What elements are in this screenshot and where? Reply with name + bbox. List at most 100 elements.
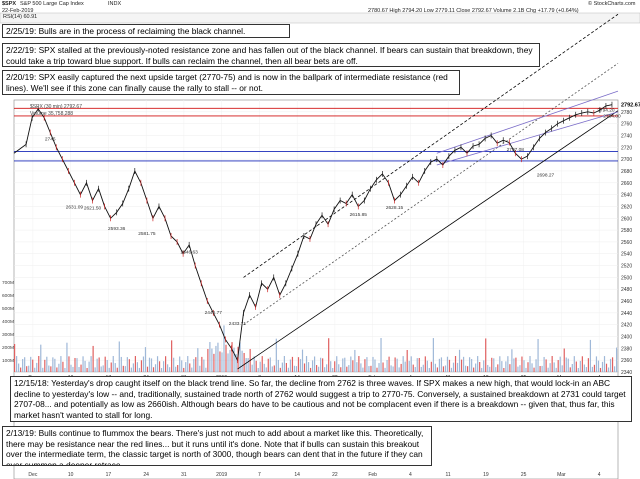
volume-bar (205, 367, 207, 372)
volume-bar (40, 344, 42, 372)
volume-bar (303, 363, 306, 372)
x-tick-label-bottom: Dec (28, 472, 37, 478)
volume-bar (56, 367, 58, 372)
x-tick-label-bottom: 11 (446, 472, 451, 478)
volume-bar (549, 363, 551, 372)
volume-bar (269, 357, 271, 372)
volume-bar (595, 356, 598, 372)
volume-bar (253, 356, 255, 372)
volume-bar (227, 353, 229, 372)
price-annotation: 2581.75 (138, 231, 156, 237)
volume-bar (440, 357, 443, 372)
x-tick-label-bottom: 24 (143, 472, 149, 478)
volume-bar (557, 360, 559, 372)
volume-bar (82, 356, 84, 372)
x-tick-label-bottom: 22 (332, 472, 338, 478)
x-tick-label-bottom: 17 (106, 472, 112, 478)
volume-bar (138, 367, 141, 372)
volume-bar (136, 362, 139, 372)
volume-tick-label: 200M (2, 345, 14, 351)
volume-bar (96, 358, 98, 372)
volume-bar (299, 359, 302, 372)
y-tick-label: 2380 (621, 346, 632, 352)
volume-bar (167, 364, 169, 372)
volume-bar (511, 349, 513, 372)
y-tick-label: 2780 (621, 110, 632, 116)
volume-bar (422, 364, 424, 372)
volume-bar (493, 358, 495, 372)
y-tick-label: 2440 (621, 311, 632, 317)
header-date: 22-Feb-2019 (2, 8, 34, 14)
volume-tick-label: 400M (2, 319, 14, 325)
header-exchange: INDX (108, 1, 122, 7)
volume-bar (160, 367, 163, 372)
volume-bar (537, 339, 539, 372)
volume-bar (416, 358, 418, 372)
volume-bar (432, 338, 434, 372)
y-tick-label: 2540 (621, 252, 632, 258)
price-annotation: 2707.08 (507, 147, 525, 153)
volume-bar (106, 360, 108, 372)
volume-bar (255, 360, 257, 372)
volume-bar (193, 359, 195, 372)
volume-bar (128, 359, 130, 372)
volume-bar (58, 363, 60, 372)
horizontal-lines (14, 107, 618, 162)
volume-bar (491, 357, 493, 372)
volume-bar (575, 361, 577, 372)
black-channel-lower (237, 110, 619, 370)
volume-bar (283, 356, 285, 372)
volume-bar (148, 357, 151, 372)
volume-bar (555, 367, 557, 372)
volume-bar (591, 366, 594, 372)
volume-bar (142, 356, 145, 372)
volume-bar (531, 363, 533, 372)
volume-bar (477, 356, 479, 372)
volume-bar (158, 361, 161, 372)
volume-bar (235, 353, 237, 372)
volume-bar (489, 366, 491, 372)
volume-bar (271, 366, 273, 372)
volume-bar (150, 358, 153, 372)
volume-bar (219, 351, 221, 372)
volume-bar (251, 364, 253, 372)
volume-bar (169, 367, 171, 372)
volume-bar (330, 361, 332, 372)
volume-bar (50, 366, 52, 372)
volume-bar (285, 362, 287, 372)
volume-bar (378, 363, 380, 372)
volume-bar (501, 361, 503, 372)
volume-bar (54, 358, 56, 372)
volume-bar (497, 364, 499, 372)
volume-bar (362, 367, 364, 372)
price-annotation: 2615.85 (350, 212, 368, 218)
volume-bar (569, 367, 571, 372)
volume-bar (217, 342, 219, 372)
header-credit: © StockCharts.com (588, 1, 636, 7)
volume-bar (563, 348, 565, 372)
volume-bar (376, 367, 378, 372)
volume-bar (84, 360, 86, 372)
volume-bar (515, 357, 517, 372)
y-tick-label: 2700 (621, 157, 632, 163)
volume-bar (410, 356, 412, 372)
volume-bar (535, 359, 537, 372)
volume-bar (585, 367, 587, 372)
volume-bar (495, 367, 497, 372)
volume-bar (396, 358, 398, 372)
volume-bar (140, 360, 143, 372)
volume-bar (223, 325, 225, 372)
y-tick-label: 2720 (621, 145, 632, 151)
volume-bar (384, 367, 386, 372)
volume-bar (334, 361, 336, 372)
volume-bar (92, 345, 94, 372)
volume-bar (471, 359, 473, 372)
black-channel-mid (243, 63, 619, 326)
volume-bar (344, 357, 346, 372)
x-tick-label-bottom: 25 (521, 472, 527, 478)
volume-bar (374, 359, 376, 372)
volume-bar (207, 348, 209, 372)
volume-bar (360, 363, 362, 372)
volume-bar (352, 360, 354, 372)
volume-bar (565, 357, 567, 372)
